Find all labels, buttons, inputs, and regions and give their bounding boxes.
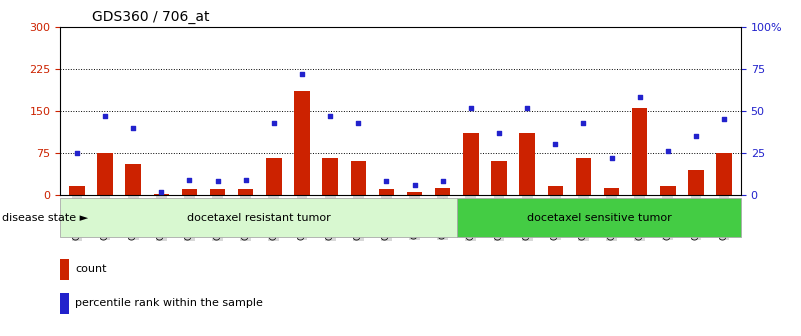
Bar [548,186,563,195]
Bar [266,159,282,195]
Bar [688,170,703,195]
Text: docetaxel resistant tumor: docetaxel resistant tumor [187,213,331,222]
Point [465,105,477,110]
Bar [182,189,197,195]
Point [409,182,421,187]
Point [662,149,674,154]
Bar [294,91,310,195]
Bar [435,188,450,195]
Bar [98,153,113,195]
Point [634,95,646,100]
Bar [604,188,619,195]
Point [493,130,505,135]
Bar [379,189,394,195]
Bar [69,186,85,195]
Point [239,177,252,182]
Bar [154,194,169,195]
Bar [660,186,675,195]
Point [437,179,449,184]
Point [718,117,731,122]
Point [352,120,364,125]
Point [155,189,167,194]
Text: disease state ►: disease state ► [2,213,89,222]
Point [296,71,308,77]
Bar [323,159,338,195]
Bar [60,259,69,280]
Bar [716,153,732,195]
Point [577,120,590,125]
Bar [60,198,457,237]
Text: GDS360 / 706_at: GDS360 / 706_at [92,9,210,24]
Bar [457,198,741,237]
Bar [463,133,478,195]
Bar [519,133,535,195]
Bar [632,108,647,195]
Point [605,155,618,161]
Bar [126,164,141,195]
Text: percentile rank within the sample: percentile rank within the sample [75,298,263,308]
Bar [491,161,507,195]
Point [549,142,562,147]
Bar [60,293,69,314]
Point [183,177,196,182]
Point [70,150,83,156]
Point [324,113,336,119]
Bar [351,161,366,195]
Point [268,120,280,125]
Point [99,113,111,119]
Text: count: count [75,264,107,274]
Point [521,105,533,110]
Bar [576,159,591,195]
Point [380,179,392,184]
Bar [210,189,225,195]
Point [690,133,702,139]
Bar [238,189,253,195]
Text: docetaxel sensitive tumor: docetaxel sensitive tumor [527,213,671,222]
Point [211,179,224,184]
Bar [407,192,422,195]
Point [127,125,139,130]
